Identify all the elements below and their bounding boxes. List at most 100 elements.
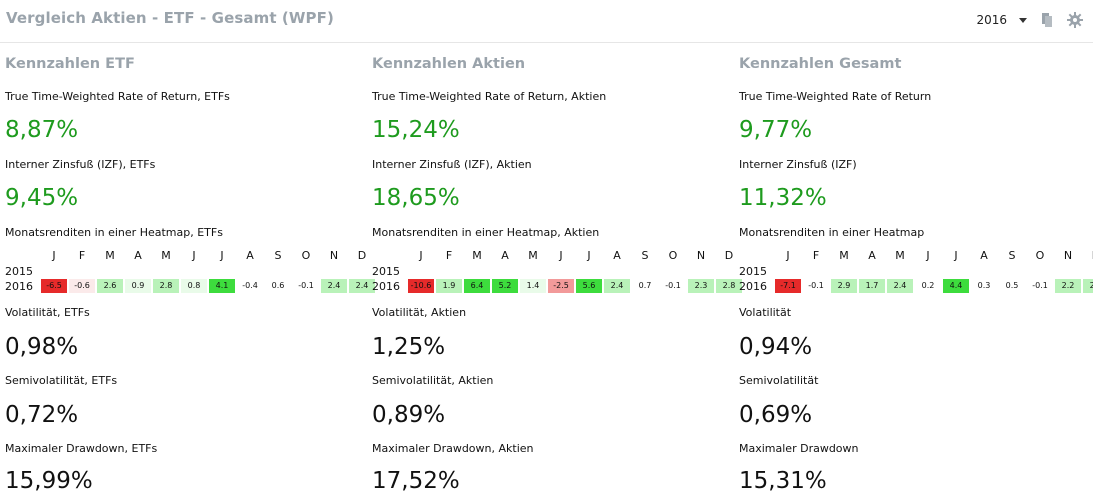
heatmap-cell: 4.4 (943, 279, 969, 293)
month-header: J (192, 249, 196, 262)
heatmap-cell: 2.4 (321, 279, 347, 293)
heatmap-cell: -6.5 (41, 279, 67, 293)
heatmap-cell: 2.4 (887, 279, 913, 293)
year-label: 2015 (739, 265, 767, 278)
heatmap-cell: 2.4 (604, 279, 630, 293)
month-header: A (613, 249, 621, 262)
izf-value: 11,32% (739, 185, 827, 211)
month-header: J (419, 249, 423, 262)
month-header: A (246, 249, 254, 262)
month-header: D (357, 249, 367, 262)
heatmap-cell: 5.6 (576, 279, 602, 293)
heatmap-cell: 1.4 (520, 279, 546, 293)
month-header: O (668, 249, 678, 262)
heatmap-cell: 0.9 (125, 279, 151, 293)
year-dropdown[interactable]: 2016 (976, 13, 1027, 27)
month-header: J (220, 249, 224, 262)
volatility-value: 1,25% (372, 334, 446, 360)
izf-label: Interner Zinsfuß (IZF) (739, 158, 857, 171)
ttwror-value: 8,87% (5, 117, 79, 143)
izf-label: Interner Zinsfuß (IZF), Aktien (372, 158, 532, 171)
column-title: Kennzahlen Gesamt (739, 56, 902, 72)
month-header: J (954, 249, 958, 262)
izf-value: 18,65% (372, 185, 460, 211)
ttwror-label: True Time-Weighted Rate of Return, Aktie… (372, 90, 607, 103)
heatmap-cell: -10.6 (408, 279, 434, 293)
heatmap-cell: -0.1 (298, 281, 314, 290)
izf-label: Interner Zinsfuß (IZF), ETFs (5, 158, 156, 171)
izf-value: 9,45% (5, 185, 79, 211)
semivolatility-label: Semivolatilität, Aktien (372, 374, 494, 387)
ttwror-value: 15,24% (372, 117, 460, 143)
column-title: Kennzahlen Aktien (372, 56, 526, 72)
volatility-value: 0,98% (5, 334, 79, 360)
semivolatility-value: 0,89% (372, 402, 446, 428)
month-header: M (839, 249, 849, 262)
month-header: M (105, 249, 115, 262)
heatmap: J F M A M J J A S O ND 2015 2016 -7.1 -0.1 2.91.72.4 0.2… (739, 249, 1093, 295)
month-header: O (1035, 249, 1045, 262)
heatmap-label: Monatsrenditen in einer Heatmap (739, 226, 925, 239)
month-header: J (786, 249, 790, 262)
heatmap-cell: -7.1 (775, 279, 801, 293)
month-header: F (445, 249, 453, 262)
heatmap-cell: -0.4 (242, 281, 258, 290)
month-header: J (559, 249, 563, 262)
volatility-label: Volatilität, Aktien (372, 306, 467, 319)
ttwror-label: True Time-Weighted Rate of Return (739, 90, 932, 103)
month-header: J (52, 249, 56, 262)
heatmap-cell: 0.7 (638, 281, 652, 290)
semivolatility-value: 0,72% (5, 402, 79, 428)
semivolatility-label: Semivolatilität (739, 374, 819, 387)
heatmap-cell: 0.6 (271, 281, 285, 290)
heatmap-label: Monatsrenditen in einer Heatmap, Aktien (372, 226, 600, 239)
year-label: 2016 (5, 280, 33, 293)
max-drawdown-value: 15,31% (739, 468, 827, 494)
heatmap-cell: 2.2 (1055, 279, 1081, 293)
heatmap-cell: 4.1 (209, 279, 235, 293)
month-header: A (980, 249, 988, 262)
year-label: 2016 (739, 280, 767, 293)
month-header: A (134, 249, 142, 262)
heatmap-cell: 0.5 (1005, 281, 1019, 290)
month-header: F (78, 249, 86, 262)
ttwror-label: True Time-Weighted Rate of Return, ETFs (5, 90, 230, 103)
month-header: A (501, 249, 509, 262)
year-label: 2016 (372, 280, 400, 293)
heatmap-cell: 2.9 (831, 279, 857, 293)
month-header: F (812, 249, 820, 262)
volatility-label: Volatilität (739, 306, 792, 319)
month-header: S (1008, 249, 1016, 262)
heatmap-cell: 1.7 (859, 279, 885, 293)
heatmap-cell: 2.8 (153, 279, 179, 293)
ttwror-value: 9,77% (739, 117, 813, 143)
heatmap-cell: 2.8 (716, 279, 742, 293)
month-header: S (274, 249, 282, 262)
max-drawdown-label: Maximaler Drawdown, Aktien (372, 442, 534, 455)
month-header: M (472, 249, 482, 262)
year-label: 2015 (372, 265, 400, 278)
month-header: M (895, 249, 905, 262)
semivolatility-label: Semivolatilität, ETFs (5, 374, 118, 387)
month-header: A (868, 249, 876, 262)
max-drawdown-label: Maximaler Drawdown, ETFs (5, 442, 158, 455)
heatmap-cell: -0.6 (69, 279, 95, 293)
heatmap-cell: 0.3 (977, 281, 991, 290)
heatmap: J F M A M J J A S O N D 2015 2016 -6.5 -0.6 2.6 0.9 2.8 0.8… (5, 249, 375, 295)
document-icon[interactable] (1039, 12, 1055, 28)
month-header: N (329, 249, 339, 262)
month-header: M (161, 249, 171, 262)
chevron-down-icon (1019, 17, 1027, 23)
gear-icon[interactable] (1067, 12, 1083, 28)
header-bar: Vergleich Aktien - ETF - Gesamt (WPF) 20… (0, 0, 1093, 43)
header-controls: 2016 (976, 12, 1083, 28)
heatmap-cell: 6.4 (464, 279, 490, 293)
year-dropdown-value: 2016 (976, 13, 1007, 27)
heatmap-cell: 2.5 (1083, 279, 1093, 293)
year-label: 2015 (5, 265, 33, 278)
month-header: S (641, 249, 649, 262)
month-header: J (587, 249, 591, 262)
heatmap: J F M A M J J A S O N D 2015 2016 -10.6 1.9 6.4 5.2 1.4 -2.… (372, 249, 742, 295)
max-drawdown-label: Maximaler Drawdown (739, 442, 859, 455)
max-drawdown-value: 17,52% (372, 468, 460, 494)
